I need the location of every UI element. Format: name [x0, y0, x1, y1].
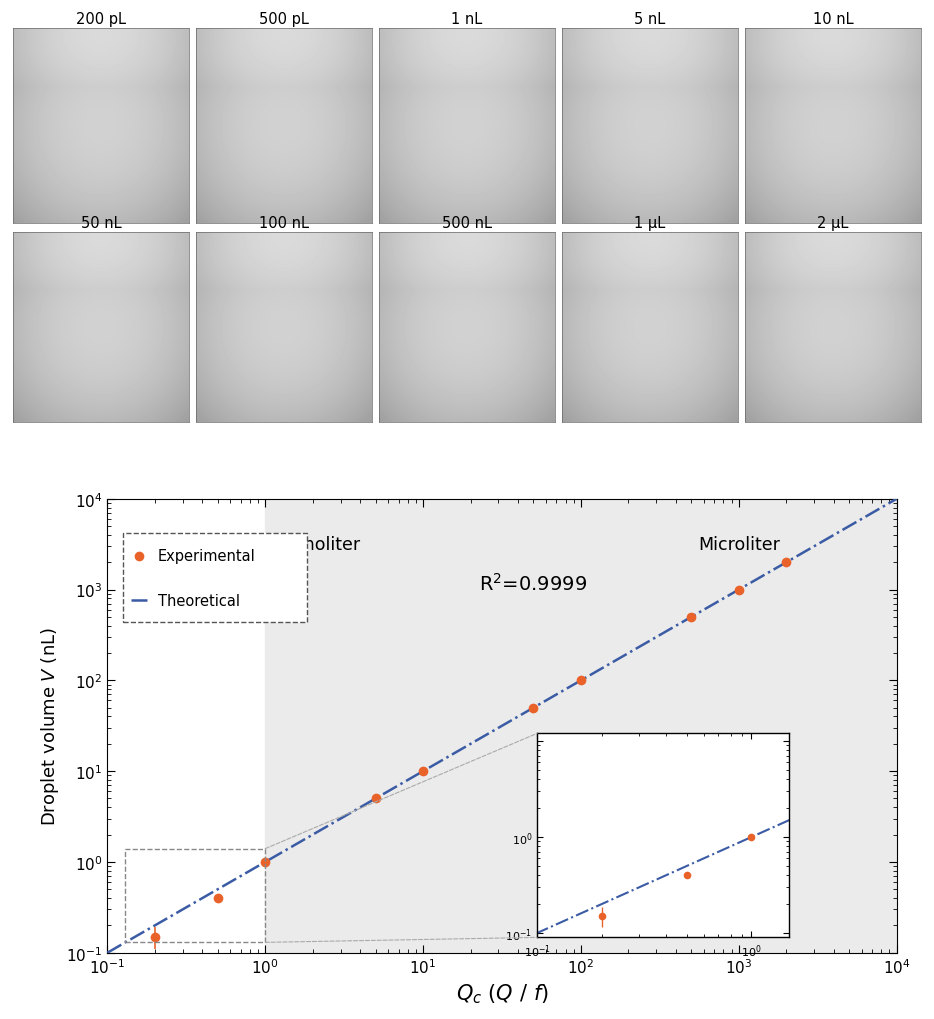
Text: Nanoliter: Nanoliter [280, 535, 361, 553]
FancyBboxPatch shape [123, 534, 307, 623]
Text: Theoretical: Theoretical [158, 593, 240, 608]
Title: 5 nL: 5 nL [634, 12, 666, 28]
Line: Theoretical: Theoretical [107, 499, 897, 953]
Title: 2 μL: 2 μL [817, 216, 849, 231]
Theoretical [644, 635, 655, 647]
Y-axis label: Droplet volume $\mathit{V}$ (nL): Droplet volume $\mathit{V}$ (nL) [39, 627, 61, 825]
Theoretical [449, 747, 460, 759]
Theoretical [891, 493, 902, 505]
Title: 50 nL: 50 nL [80, 216, 121, 231]
X-axis label: $\mathit{Q_c}\ (\mathit{Q}\ /\ \mathit{f})$: $\mathit{Q_c}\ (\mathit{Q}\ /\ \mathit{f… [456, 982, 548, 1006]
Title: 1 μL: 1 μL [634, 216, 666, 231]
Theoretical [717, 593, 729, 605]
Theoretical [102, 947, 113, 959]
Title: 1 nL: 1 nL [451, 12, 483, 28]
Theoretical [182, 901, 193, 913]
Text: Experimental: Experimental [158, 548, 256, 564]
Text: R$^2$=0.9999: R$^2$=0.9999 [479, 572, 587, 594]
Theoretical [731, 585, 743, 597]
Bar [265, 499, 676, 953]
Title: 500 nL: 500 nL [442, 216, 492, 231]
Bar [125, 849, 265, 943]
Title: 10 nL: 10 nL [813, 12, 854, 28]
Title: 200 pL: 200 pL [76, 12, 126, 28]
Text: Microliter: Microliter [698, 535, 780, 553]
Text: Picoliter: Picoliter [129, 535, 199, 553]
Theoretical [421, 763, 432, 775]
Title: 500 pL: 500 pL [259, 12, 309, 28]
Title: 100 nL: 100 nL [259, 216, 309, 231]
Bar [676, 499, 897, 953]
